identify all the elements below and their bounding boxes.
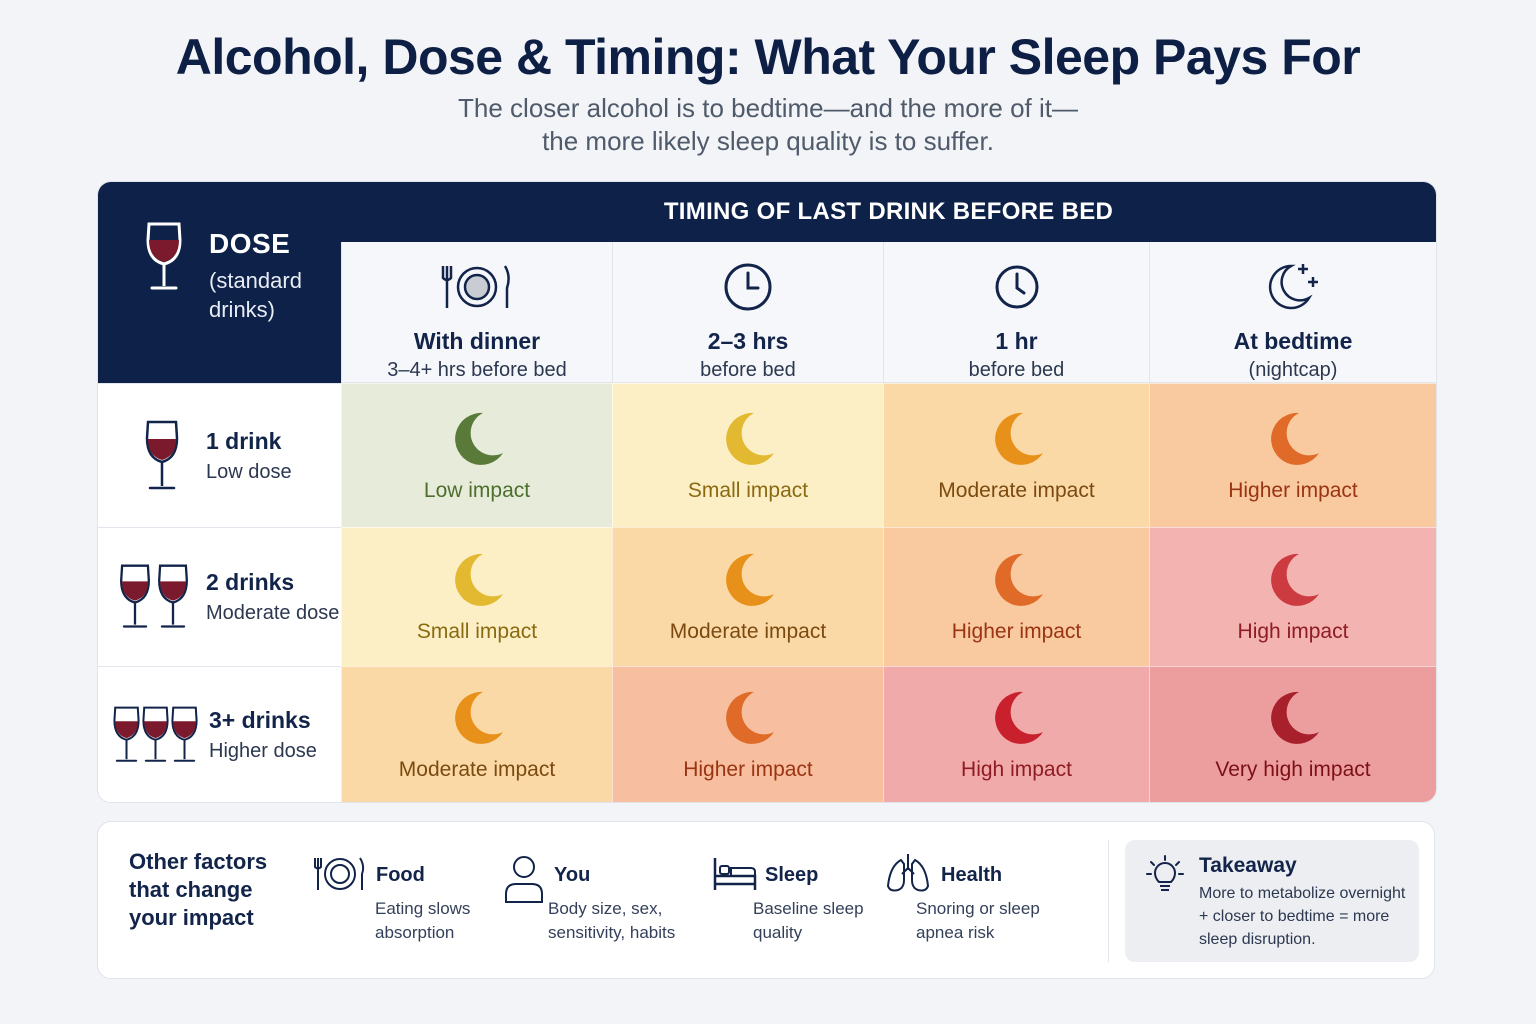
- impact-label: Higher impact: [683, 757, 813, 781]
- impact-cell: Higher impact: [1149, 383, 1436, 527]
- subtitle-line: The closer alcohol is to bedtime—and the…: [458, 93, 1078, 123]
- crescent-moon-icon: [455, 412, 503, 465]
- lightbulb-icon: [1145, 854, 1185, 899]
- column-header-2-3-hrs: 2–3 hrs before bed: [612, 242, 883, 383]
- impact-label: Low impact: [423, 478, 531, 502]
- impact-cell: High impact: [1149, 527, 1436, 666]
- impact-cell: Moderate impact: [612, 527, 883, 666]
- row-sublabel: Low dose: [206, 460, 292, 483]
- column-sublabel: before bed: [968, 359, 1065, 381]
- lungs-icon: [886, 852, 930, 899]
- crescent-moon-icon: [726, 691, 774, 744]
- factor-label: Sleep: [765, 864, 819, 886]
- other-factors-panel: Other factors that change your impact Fo…: [97, 821, 1435, 979]
- crescent-moon-icon: [994, 412, 1043, 465]
- factor-description: Snoring or sleep apnea risk: [916, 899, 1040, 942]
- takeaway-text: More to metabolize overnight + closer to…: [1199, 885, 1406, 948]
- crescent-moon-icon: [455, 553, 503, 606]
- factor-description: Body size, sex, sensitivity, habits: [548, 899, 676, 942]
- impact-label: Very high impact: [1215, 757, 1371, 781]
- factor-label: Food: [376, 864, 425, 886]
- impact-label: Higher impact: [1228, 478, 1358, 502]
- page-subtitle: The closer alcohol is to bedtime—and the…: [0, 92, 1536, 158]
- impact-label: High impact: [1237, 620, 1349, 643]
- bed-icon: [713, 856, 757, 897]
- impact-label: Small impact: [416, 620, 538, 643]
- impact-label: Higher impact: [951, 620, 1082, 643]
- row-header-2-drinks: 2 drinks Moderate dose: [98, 527, 341, 666]
- subtitle-line: the more likely sleep quality is to suff…: [542, 126, 994, 156]
- clock-icon: [994, 262, 1040, 312]
- impact-cell: Moderate impact: [883, 383, 1149, 527]
- impact-label: Moderate impact: [938, 478, 1095, 502]
- crescent-moon-icon: [1271, 412, 1319, 465]
- column-label: 2–3 hrs: [707, 328, 789, 354]
- factors-title: Other factors that change your impact: [129, 849, 268, 930]
- impact-label: Small impact: [687, 478, 809, 502]
- row-header-3-drinks: 3+ drinks Higher dose: [98, 666, 341, 802]
- column-header-at-bedtime: At bedtime (nightcap): [1149, 242, 1436, 383]
- crescent-moon-icon: [726, 553, 774, 606]
- plate-icon: [314, 856, 366, 897]
- factor-label: Health: [941, 864, 1003, 886]
- impact-label: High impact: [961, 757, 1072, 781]
- column-sublabel: before bed: [700, 359, 796, 381]
- impact-label: Moderate impact: [669, 620, 827, 643]
- divider: [1108, 840, 1109, 962]
- moon-stars-icon: [1265, 262, 1321, 312]
- crescent-moon-icon: [455, 691, 503, 744]
- impact-cell: Low impact: [341, 383, 612, 527]
- dose-header: DOSE (standard drinks): [98, 182, 341, 383]
- impact-cell: Higher impact: [612, 666, 883, 802]
- column-sublabel: 3–4+ hrs before bed: [387, 359, 567, 381]
- clock-icon: [723, 262, 773, 312]
- column-label: At bedtime: [1233, 328, 1353, 354]
- column-label: 1 hr: [995, 328, 1038, 354]
- timing-header: TIMING OF LAST DRINK BEFORE BED: [341, 182, 1436, 242]
- impact-label: Moderate impact: [398, 757, 556, 781]
- wine-glasses-icon: [118, 562, 190, 632]
- dose-subtitle: (standard drinks): [209, 268, 302, 322]
- impact-cell: Very high impact: [1149, 666, 1436, 802]
- factor-label: You: [554, 864, 591, 886]
- row-sublabel: Moderate dose: [206, 602, 340, 624]
- factor-description: Eating slows absorption: [375, 899, 471, 942]
- wine-glasses-icon: [112, 703, 199, 767]
- crescent-moon-icon: [994, 553, 1043, 606]
- impact-cell: High impact: [883, 666, 1149, 802]
- person-icon: [504, 854, 544, 909]
- impact-cell: Small impact: [612, 383, 883, 527]
- impact-cell: Moderate impact: [341, 666, 612, 802]
- impact-matrix: DOSE (standard drinks) TIMING OF LAST DR…: [97, 181, 1437, 803]
- crescent-moon-icon: [994, 691, 1043, 744]
- crescent-moon-icon: [1271, 691, 1319, 744]
- impact-cell: Higher impact: [883, 527, 1149, 666]
- column-header-with-dinner: With dinner 3–4+ hrs before bed: [341, 242, 612, 383]
- column-label: With dinner: [413, 328, 541, 354]
- dose-title: DOSE: [209, 228, 291, 259]
- wine-glass-icon: [144, 418, 180, 494]
- row-label: 3+ drinks: [209, 706, 311, 733]
- crescent-moon-icon: [1271, 553, 1319, 606]
- impact-cell: Small impact: [341, 527, 612, 666]
- crescent-moon-icon: [726, 412, 774, 465]
- takeaway-title: Takeaway: [1199, 854, 1297, 877]
- row-sublabel: Higher dose: [209, 739, 317, 762]
- factor-description: Baseline sleep quality: [753, 899, 864, 942]
- wine-glass-icon: [144, 220, 184, 299]
- row-label: 1 drink: [206, 427, 282, 454]
- column-header-1-hr: 1 hr before bed: [883, 242, 1149, 383]
- takeaway-box: Takeaway More to metabolize overnight + …: [1125, 840, 1419, 962]
- column-sublabel: (nightcap): [1248, 359, 1338, 381]
- row-label: 2 drinks: [206, 569, 295, 595]
- row-header-1-drink: 1 drink Low dose: [98, 383, 341, 527]
- page-title: Alcohol, Dose & Timing: What Your Sleep …: [175, 29, 1361, 85]
- plate-fork-knife-icon: [441, 262, 513, 312]
